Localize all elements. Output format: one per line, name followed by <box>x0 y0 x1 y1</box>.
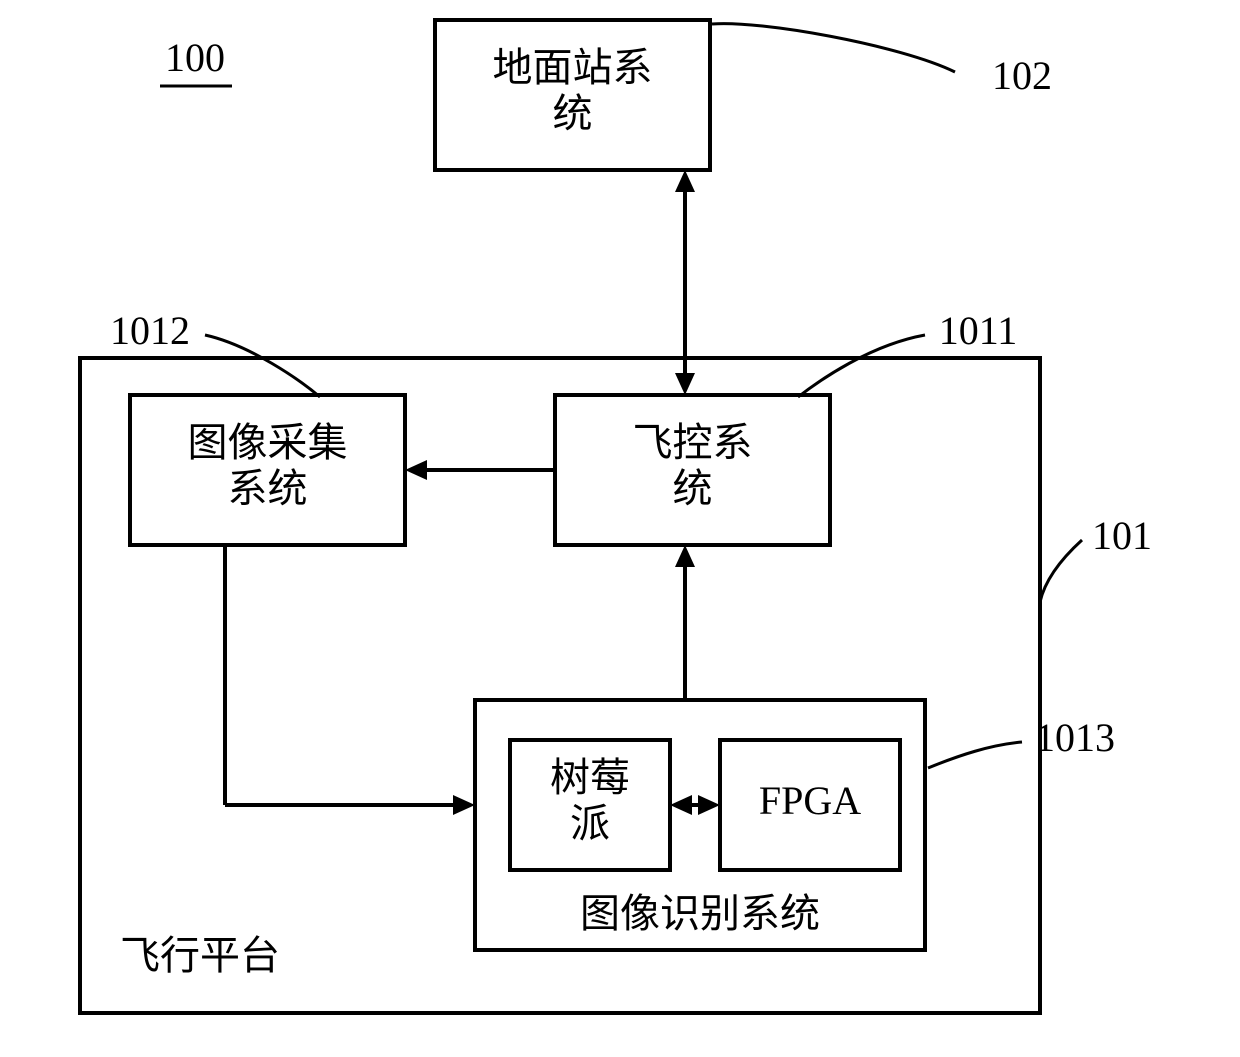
callout-leader-102 <box>712 24 955 72</box>
callout-ref-102: 102 <box>992 53 1052 98</box>
callout-ref-1011: 1011 <box>939 308 1018 353</box>
callout-leader-1011 <box>798 335 925 397</box>
flight-line-1: 统 <box>673 466 713 511</box>
rpi-line-0: 树莓 <box>550 755 630 800</box>
flight-line-0: 飞控系 <box>633 420 753 465</box>
figure-ref-100: 100 <box>165 35 225 80</box>
callout-ref-101: 101 <box>1092 513 1152 558</box>
capture-line-0: 图像采集 <box>188 420 348 465</box>
ground-line-1: 统 <box>553 91 593 136</box>
callout-leader-1012 <box>205 335 320 397</box>
flight-platform-label: 飞行平台 <box>120 933 280 978</box>
callout-leader-1013 <box>928 742 1022 768</box>
image-recognition-label: 图像识别系统 <box>580 891 820 936</box>
capture-line-1: 系统 <box>228 466 308 511</box>
rpi-line-1: 派 <box>570 801 610 846</box>
callout-ref-1013: 1013 <box>1035 715 1115 760</box>
callout-ref-1012: 1012 <box>110 308 190 353</box>
callout-leader-101 <box>1040 540 1082 602</box>
ground-line-0: 地面站系 <box>493 45 653 90</box>
fpga-line-0: FPGA <box>759 778 861 823</box>
